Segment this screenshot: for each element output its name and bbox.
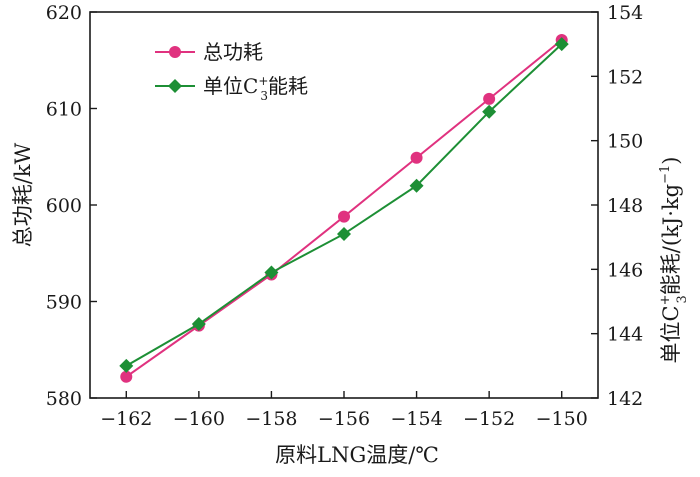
left-y-tick-label: 590 — [46, 292, 82, 314]
left-y-tick-label: 600 — [46, 195, 82, 217]
x-tick-label: −154 — [390, 408, 442, 430]
axes-layer — [89, 11, 599, 399]
x-tick-label: −158 — [245, 408, 297, 430]
x-tick-label: −152 — [463, 408, 515, 430]
right-y-tick-label: 144 — [607, 324, 643, 346]
left-y-axis-title: 总功耗/kW — [11, 142, 35, 247]
data-point-unit-c3-energy — [409, 178, 424, 193]
right-y-axis-title: 单位C+ 3能耗/(kJ·kg−1) — [658, 157, 690, 364]
x-tick-label: −160 — [173, 408, 225, 430]
right-y-tick-label: 154 — [607, 2, 643, 24]
x-tick-label: −156 — [318, 408, 370, 430]
data-point-unit-c3-energy — [191, 317, 206, 332]
right-axis-title-pre: 单位C — [659, 305, 683, 363]
data-point-unit-c3-energy — [554, 37, 569, 52]
right-y-tick-label: 150 — [607, 131, 643, 153]
x-tick-label: −150 — [536, 408, 588, 430]
legend-marker-unit-c3-energy — [168, 79, 182, 93]
right-y-tick-label: 142 — [607, 388, 643, 410]
data-point-unit-c3-energy — [482, 104, 497, 119]
data-point-unit-c3-energy — [119, 358, 134, 373]
x-axis-title: 原料LNG温度/℃ — [275, 443, 439, 467]
series-line-total-power — [125, 39, 563, 378]
legend-label-post: 能耗 — [268, 74, 308, 98]
right-y-tick-label: 146 — [607, 259, 643, 281]
data-point-total-power — [338, 210, 350, 223]
right-y-tick-label: 148 — [607, 195, 643, 217]
right-axis-title-end: ) — [659, 157, 683, 165]
ticks-layer: −162 −160 −158 −156 −154 −152 −150 580 590 600 610… — [46, 2, 644, 430]
right-axis-title-sub: 3 — [675, 295, 690, 303]
data-point-unit-c3-energy — [337, 226, 351, 241]
right-axis-title-sup: + — [658, 294, 673, 305]
data-point-total-power — [483, 92, 496, 105]
legend-label-unit-c3-energy: 单位C+ 3能耗 — [203, 74, 308, 103]
series-layer — [119, 33, 569, 383]
legend-label-sub: 3 — [260, 89, 268, 103]
right-axis-title-post: 能耗/(kJ·kg — [659, 184, 683, 295]
data-point-total-power — [410, 151, 423, 164]
left-y-tick-label: 620 — [46, 2, 82, 24]
left-y-tick-label: 610 — [46, 99, 82, 121]
right-y-tick-label: 152 — [607, 66, 643, 88]
right-axis-title-sup2: −1 — [658, 165, 673, 184]
data-point-unit-c3-energy — [264, 265, 279, 280]
legend-marker-total-power — [169, 46, 181, 58]
legend-label-sup: + — [258, 74, 268, 88]
left-y-tick-label: 580 — [46, 388, 82, 410]
x-tick-label: −162 — [100, 408, 152, 430]
plot-frame — [89, 11, 599, 399]
data-point-total-power — [120, 370, 133, 383]
legend-label-pre: 单位C — [203, 74, 258, 98]
legend-label-total-power: 总功耗 — [203, 40, 263, 64]
